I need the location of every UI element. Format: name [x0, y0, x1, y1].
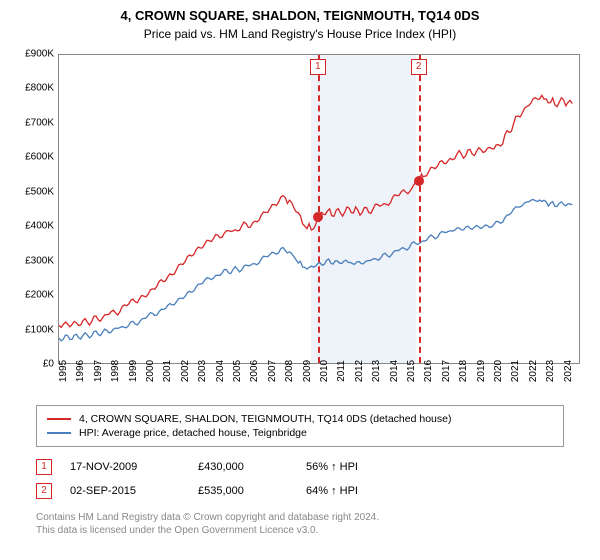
- event-id-box: 1: [36, 459, 52, 475]
- y-tick-label: £200K: [25, 290, 54, 301]
- y-axis: £0£100K£200K£300K£400K£500K£600K£700K£80…: [10, 54, 56, 364]
- footer-line-1: Contains HM Land Registry data © Crown c…: [36, 511, 564, 524]
- x-tick-label: 2002: [180, 360, 191, 382]
- x-tick-label: 2000: [145, 360, 156, 382]
- y-tick-label: £400K: [25, 221, 54, 232]
- event-price: £430,000: [198, 461, 288, 473]
- chart-subtitle: Price paid vs. HM Land Registry's House …: [0, 23, 600, 49]
- x-tick-label: 2001: [162, 360, 173, 382]
- x-tick-label: 2016: [423, 360, 434, 382]
- x-tick-label: 2007: [267, 360, 278, 382]
- x-tick-label: 2011: [336, 360, 347, 382]
- legend-swatch: [47, 432, 71, 434]
- marker-label: 1: [310, 59, 326, 75]
- marker-line: [419, 55, 421, 363]
- legend-item: HPI: Average price, detached house, Teig…: [47, 426, 553, 440]
- event-id-box: 2: [36, 483, 52, 499]
- plot-region: 12: [58, 54, 580, 364]
- x-tick-label: 2010: [319, 360, 330, 382]
- y-tick-label: £800K: [25, 83, 54, 94]
- x-tick-label: 2003: [197, 360, 208, 382]
- legend-swatch: [47, 418, 71, 420]
- x-tick-label: 2023: [545, 360, 556, 382]
- y-tick-label: £500K: [25, 186, 54, 197]
- x-tick-label: 2009: [302, 360, 313, 382]
- y-tick-label: £0: [43, 359, 54, 370]
- x-tick-label: 2018: [458, 360, 469, 382]
- marker-label: 2: [411, 59, 427, 75]
- legend-item: 4, CROWN SQUARE, SHALDON, TEIGNMOUTH, TQ…: [47, 412, 553, 426]
- footer-line-2: This data is licensed under the Open Gov…: [36, 524, 564, 537]
- plot-svg: [59, 55, 581, 365]
- event-date: 02-SEP-2015: [70, 485, 180, 497]
- event-row: 1 17-NOV-2009 £430,000 56% ↑ HPI: [36, 455, 564, 479]
- x-tick-label: 1997: [93, 360, 104, 382]
- x-tick-label: 2013: [371, 360, 382, 382]
- x-tick-label: 1996: [75, 360, 86, 382]
- chart-area: £0 £100K £200K £300K £400K £500K £600K £700K £80…: [10, 49, 590, 399]
- chart-title: 4, CROWN SQUARE, SHALDON, TEIGNMOUTH, TQ…: [0, 0, 600, 23]
- sale-dot: [313, 212, 323, 222]
- x-tick-label: 2006: [249, 360, 260, 382]
- x-tick-label: 2021: [510, 360, 521, 382]
- event-price: £535,000: [198, 485, 288, 497]
- x-tick-label: 1995: [58, 360, 69, 382]
- marker-line: [318, 55, 320, 363]
- sale-dot: [414, 176, 424, 186]
- x-tick-label: 2014: [389, 360, 400, 382]
- y-tick-label: £900K: [25, 49, 54, 60]
- x-tick-label: 2022: [528, 360, 539, 382]
- x-tick-label: 2008: [284, 360, 295, 382]
- x-tick-label: 2004: [215, 360, 226, 382]
- events-table: 1 17-NOV-2009 £430,000 56% ↑ HPI2 02-SEP…: [36, 455, 564, 503]
- x-tick-label: 1999: [128, 360, 139, 382]
- event-row: 2 02-SEP-2015 £535,000 64% ↑ HPI: [36, 479, 564, 503]
- footer: Contains HM Land Registry data © Crown c…: [36, 511, 564, 537]
- y-tick-label: £100K: [25, 324, 54, 335]
- legend-label: 4, CROWN SQUARE, SHALDON, TEIGNMOUTH, TQ…: [79, 413, 451, 425]
- x-tick-label: 2012: [354, 360, 365, 382]
- x-tick-label: 2020: [493, 360, 504, 382]
- legend-label: HPI: Average price, detached house, Teig…: [79, 427, 307, 439]
- x-tick-label: 2015: [406, 360, 417, 382]
- event-date: 17-NOV-2009: [70, 461, 180, 473]
- y-tick-label: £300K: [25, 255, 54, 266]
- legend: 4, CROWN SQUARE, SHALDON, TEIGNMOUTH, TQ…: [36, 405, 564, 447]
- y-tick-label: £700K: [25, 117, 54, 128]
- x-tick-label: 2017: [441, 360, 452, 382]
- x-tick-label: 2019: [476, 360, 487, 382]
- event-diff: 64% ↑ HPI: [306, 485, 358, 497]
- x-tick-label: 2024: [563, 360, 574, 382]
- x-tick-label: 2005: [232, 360, 243, 382]
- x-axis: 1995199619971998199920002001200220032004…: [58, 367, 580, 397]
- event-diff: 56% ↑ HPI: [306, 461, 358, 473]
- x-tick-label: 1998: [110, 360, 121, 382]
- y-tick-label: £600K: [25, 152, 54, 163]
